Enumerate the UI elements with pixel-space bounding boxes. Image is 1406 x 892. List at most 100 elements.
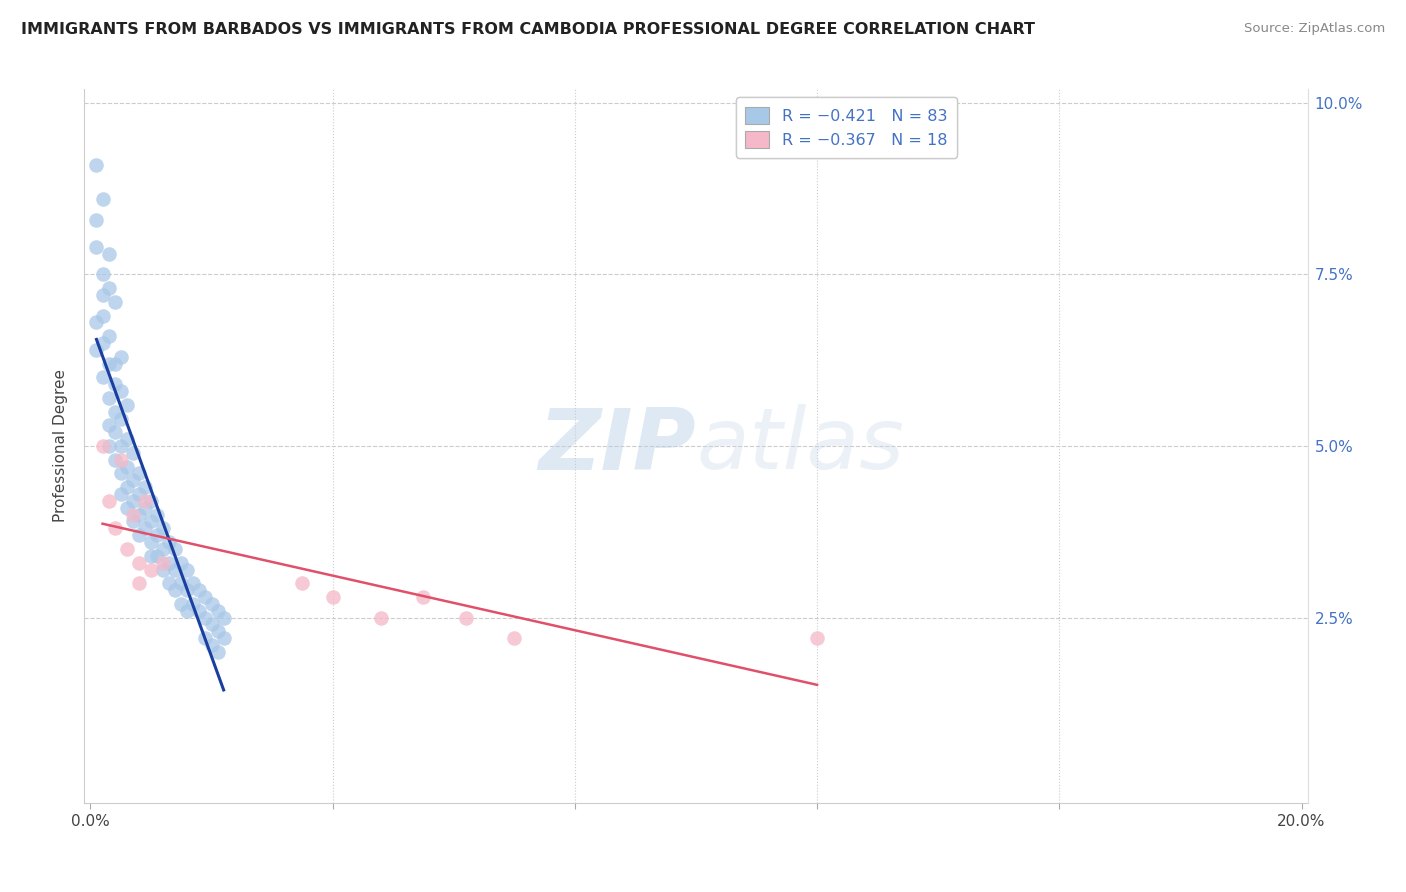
- Point: [104, 357, 127, 371]
- Point: [322, 590, 344, 604]
- Text: Source: ZipAtlas.com: Source: ZipAtlas.com: [1244, 22, 1385, 36]
- Point: [503, 631, 526, 645]
- Point: [134, 500, 156, 515]
- Point: [97, 439, 120, 453]
- Point: [152, 562, 174, 576]
- Point: [139, 515, 162, 529]
- Point: [110, 439, 132, 453]
- Point: [115, 432, 138, 446]
- Point: [412, 590, 434, 604]
- Point: [212, 610, 235, 624]
- Point: [104, 294, 127, 309]
- Point: [128, 528, 150, 542]
- Point: [97, 281, 120, 295]
- Point: [97, 418, 120, 433]
- Point: [157, 556, 180, 570]
- Point: [139, 562, 162, 576]
- Point: [176, 562, 198, 576]
- Point: [188, 604, 211, 618]
- Point: [806, 631, 828, 645]
- Point: [97, 329, 120, 343]
- Point: [115, 500, 138, 515]
- Point: [183, 597, 205, 611]
- Legend: R = −0.421   N = 83, R = −0.367   N = 18: R = −0.421 N = 83, R = −0.367 N = 18: [735, 97, 957, 158]
- Point: [146, 508, 169, 522]
- Point: [170, 576, 193, 591]
- Point: [91, 439, 114, 453]
- Point: [115, 459, 138, 474]
- Point: [194, 610, 217, 624]
- Point: [86, 343, 108, 357]
- Text: atlas: atlas: [696, 404, 904, 488]
- Point: [176, 604, 198, 618]
- Point: [121, 446, 143, 460]
- Point: [115, 541, 138, 556]
- Point: [152, 556, 174, 570]
- Point: [207, 604, 229, 618]
- Point: [200, 638, 222, 652]
- Point: [188, 583, 211, 598]
- Point: [110, 452, 132, 467]
- Point: [291, 576, 314, 591]
- Point: [115, 398, 138, 412]
- Point: [86, 212, 108, 227]
- Point: [157, 576, 180, 591]
- Point: [104, 452, 127, 467]
- Point: [91, 268, 114, 282]
- Point: [152, 541, 174, 556]
- Point: [183, 576, 205, 591]
- Point: [207, 645, 229, 659]
- Point: [128, 556, 150, 570]
- Point: [97, 247, 120, 261]
- Point: [91, 336, 114, 351]
- Text: IMMIGRANTS FROM BARBADOS VS IMMIGRANTS FROM CAMBODIA PROFESSIONAL DEGREE CORRELA: IMMIGRANTS FROM BARBADOS VS IMMIGRANTS F…: [21, 22, 1035, 37]
- Point: [110, 350, 132, 364]
- Point: [121, 494, 143, 508]
- Point: [128, 487, 150, 501]
- Text: ZIP: ZIP: [538, 404, 696, 488]
- Point: [86, 316, 108, 330]
- Point: [121, 515, 143, 529]
- Point: [115, 480, 138, 494]
- Point: [170, 556, 193, 570]
- Point: [91, 309, 114, 323]
- Point: [194, 631, 217, 645]
- Point: [97, 391, 120, 405]
- Point: [86, 240, 108, 254]
- Point: [146, 549, 169, 563]
- Point: [110, 384, 132, 398]
- Point: [170, 597, 193, 611]
- Point: [152, 521, 174, 535]
- Point: [97, 494, 120, 508]
- Point: [139, 549, 162, 563]
- Point: [134, 480, 156, 494]
- Point: [134, 521, 156, 535]
- Point: [110, 411, 132, 425]
- Point: [194, 590, 217, 604]
- Point: [134, 494, 156, 508]
- Point: [157, 535, 180, 549]
- Point: [121, 473, 143, 487]
- Point: [104, 377, 127, 392]
- Point: [200, 597, 222, 611]
- Point: [165, 541, 187, 556]
- Point: [165, 583, 187, 598]
- Point: [207, 624, 229, 639]
- Point: [91, 370, 114, 384]
- Point: [128, 508, 150, 522]
- Point: [110, 467, 132, 481]
- Point: [454, 610, 477, 624]
- Point: [104, 425, 127, 440]
- Point: [91, 192, 114, 206]
- Point: [128, 576, 150, 591]
- Point: [146, 528, 169, 542]
- Point: [370, 610, 392, 624]
- Point: [97, 357, 120, 371]
- Point: [200, 617, 222, 632]
- Point: [139, 535, 162, 549]
- Point: [212, 631, 235, 645]
- Point: [110, 487, 132, 501]
- Point: [121, 508, 143, 522]
- Point: [91, 288, 114, 302]
- Point: [104, 405, 127, 419]
